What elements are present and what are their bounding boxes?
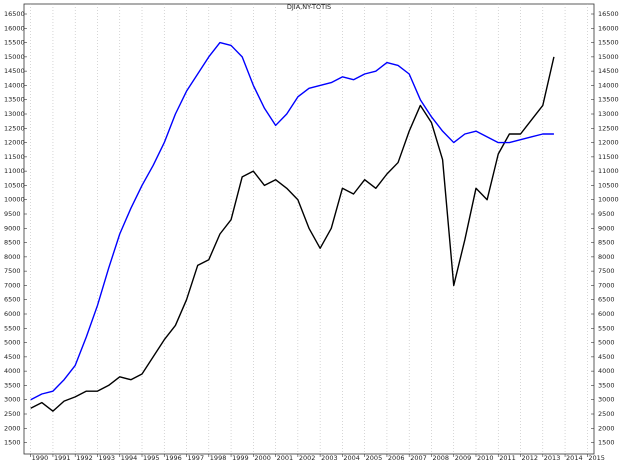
- y2-tick-label: 10500: [598, 181, 619, 189]
- x-tick-label: 2010: [477, 454, 494, 461]
- y2-tick-label: 8500: [598, 239, 615, 247]
- y-tick-label: 11500: [4, 153, 25, 161]
- y2-tick-label: 4500: [598, 353, 615, 361]
- y2-tick-label: 11000: [598, 167, 619, 175]
- x-tick-label: 1998: [210, 454, 227, 461]
- x-tick-label: 2013: [544, 454, 561, 461]
- y2-tick-label: 14500: [598, 67, 619, 75]
- y-tick-label: 16500: [4, 10, 25, 18]
- y-tick-label: 8000: [4, 253, 21, 261]
- x-tick-label: 1994: [121, 454, 138, 461]
- y-tick-label: 15000: [4, 53, 25, 61]
- y-tick-label: 13000: [4, 110, 25, 118]
- y2-tick-label: 11500: [598, 153, 619, 161]
- y-tick-label: 6000: [4, 310, 21, 318]
- y-tick-label: 4000: [4, 367, 21, 375]
- x-tick-label: 2001: [277, 454, 294, 461]
- y2-tick-label: 4000: [598, 367, 615, 375]
- y2-tick-label: 14000: [598, 81, 619, 89]
- x-tick-label: 1995: [143, 454, 160, 461]
- y2-tick-label: 12500: [598, 124, 619, 132]
- x-tick-label: 2015: [588, 454, 605, 461]
- x-tick-label: 2008: [432, 454, 449, 461]
- y2-tick-label: 16000: [598, 24, 619, 32]
- plot-frame: [23, 3, 595, 455]
- y-tick-label: 1500: [4, 439, 21, 447]
- y2-tick-label: 3500: [598, 381, 615, 389]
- series-line: [30, 41, 554, 401]
- x-tick-label: 1992: [76, 454, 93, 461]
- y-tick-label: 15500: [4, 39, 25, 47]
- y-tick-label: 9500: [4, 210, 21, 218]
- y-tick-label: 6500: [4, 296, 21, 304]
- x-tick-label: 2007: [410, 454, 427, 461]
- y2-tick-label: 5500: [598, 324, 615, 332]
- y2-tick-label: 15000: [598, 53, 619, 61]
- y-tick-label: 3000: [4, 396, 21, 404]
- y2-tick-label: 9500: [598, 210, 615, 218]
- y-tick-label: 9000: [4, 224, 21, 232]
- y2-tick-label: 1500: [598, 439, 615, 447]
- y-tick-label: 3500: [4, 381, 21, 389]
- x-tick-label: 2006: [388, 454, 405, 461]
- y2-tick-label: 15500: [598, 39, 619, 47]
- x-tick-label: 1991: [54, 454, 71, 461]
- y2-tick-label: 7500: [598, 267, 615, 275]
- y2-tick-label: 5000: [598, 339, 615, 347]
- y2-tick-label: 8000: [598, 253, 615, 261]
- x-tick-label: 2009: [455, 454, 472, 461]
- y-tick-label: 10000: [4, 196, 25, 204]
- y-tick-label: 10500: [4, 181, 25, 189]
- x-tick-label: 1996: [165, 454, 182, 461]
- y2-tick-label: 13500: [598, 96, 619, 104]
- x-tick-label: 2004: [343, 454, 360, 461]
- y-tick-label: 8500: [4, 239, 21, 247]
- y2-tick-label: 3000: [598, 396, 615, 404]
- y2-tick-label: 2500: [598, 410, 615, 418]
- y2-tick-label: 10000: [598, 196, 619, 204]
- x-tick-label: 2000: [254, 454, 271, 461]
- y-tick-label: 14500: [4, 67, 25, 75]
- y-tick-label: 2000: [4, 424, 21, 432]
- x-tick-label: 1993: [98, 454, 115, 461]
- y2-tick-label: 2000: [598, 424, 615, 432]
- x-tick-label: 2003: [321, 454, 338, 461]
- x-tick-label: 1999: [232, 454, 249, 461]
- x-tick-label: 1990: [32, 454, 49, 461]
- y2-tick-label: 6500: [598, 296, 615, 304]
- x-tick-label: 2011: [499, 454, 516, 461]
- y2-tick-label: 6000: [598, 310, 615, 318]
- y-tick-label: 5000: [4, 339, 21, 347]
- y2-tick-label: 9000: [598, 224, 615, 232]
- y-tick-label: 13500: [4, 96, 25, 104]
- y-tick-label: 11000: [4, 167, 25, 175]
- y2-tick-label: 12000: [598, 139, 619, 147]
- y-tick-label: 12000: [4, 139, 25, 147]
- y-tick-label: 16000: [4, 24, 25, 32]
- x-tick-label: 2005: [366, 454, 383, 461]
- y-tick-label: 5500: [4, 324, 21, 332]
- y-tick-label: 7000: [4, 281, 21, 289]
- x-tick-label: 2012: [522, 454, 539, 461]
- series-line: [30, 56, 555, 412]
- y-tick-label: 12500: [4, 124, 25, 132]
- chart-title: DJIA,NY-TOTIS: [287, 3, 331, 11]
- y-tick-label: 7500: [4, 267, 21, 275]
- x-tick-label: 2014: [566, 454, 583, 461]
- y2-tick-label: 7000: [598, 281, 615, 289]
- y2-tick-label: 16500: [598, 10, 619, 18]
- y2-tick-label: 13000: [598, 110, 619, 118]
- y-tick-label: 4500: [4, 353, 21, 361]
- y-tick-label: 2500: [4, 410, 21, 418]
- x-tick-label: 1997: [188, 454, 205, 461]
- y-tick-label: 14000: [4, 81, 25, 89]
- x-tick-label: 2002: [299, 454, 316, 461]
